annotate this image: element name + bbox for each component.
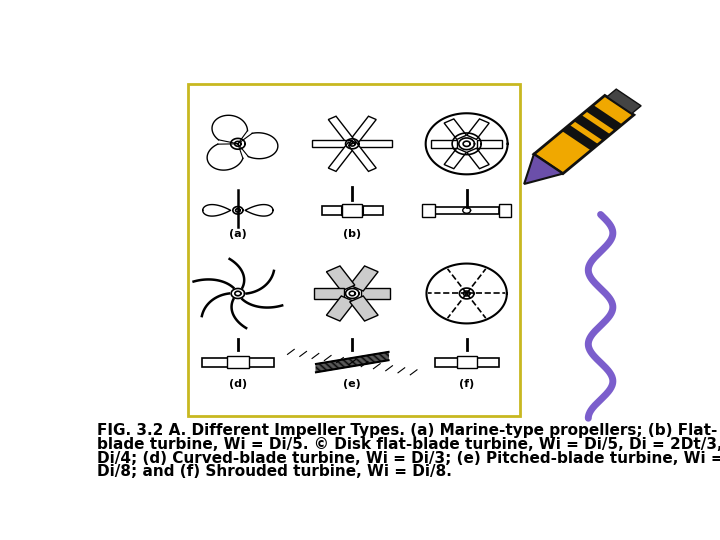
Polygon shape <box>326 296 355 321</box>
Text: FIG. 3.2 A. Different Impeller Types. (a) Marine-type propellers; (b) Flat-: FIG. 3.2 A. Different Impeller Types. (a… <box>96 423 717 438</box>
Bar <box>202 357 274 367</box>
Bar <box>562 125 598 151</box>
Bar <box>342 204 362 217</box>
Polygon shape <box>467 119 489 139</box>
Text: Di/8; and (f) Shrouded turbine, Wi = Di/8.: Di/8; and (f) Shrouded turbine, Wi = Di/… <box>96 464 451 480</box>
Bar <box>499 204 511 217</box>
Bar <box>586 105 622 131</box>
Bar <box>534 96 634 174</box>
Polygon shape <box>348 116 377 145</box>
Polygon shape <box>314 288 344 299</box>
Polygon shape <box>361 288 390 299</box>
Bar <box>188 84 520 416</box>
Text: (f): (f) <box>459 379 474 389</box>
Text: (d): (d) <box>229 379 247 389</box>
Bar <box>227 356 249 368</box>
Text: (e): (e) <box>343 379 361 389</box>
Bar <box>607 89 641 113</box>
Text: blade turbine, Wi = Di/5. © Disk flat-blade turbine, Wi = Di/5, Di = 2Dt/3, Li =: blade turbine, Wi = Di/5. © Disk flat-bl… <box>96 437 720 452</box>
Bar <box>423 204 435 217</box>
Polygon shape <box>352 140 392 147</box>
Polygon shape <box>326 266 355 291</box>
Polygon shape <box>350 296 378 321</box>
Bar <box>435 207 499 214</box>
Polygon shape <box>431 140 456 148</box>
Polygon shape <box>312 140 352 147</box>
Polygon shape <box>348 142 377 171</box>
Bar <box>574 115 611 140</box>
Polygon shape <box>467 148 489 168</box>
Bar <box>249 357 274 367</box>
Polygon shape <box>477 140 502 148</box>
Text: Di/4; (d) Curved-blade turbine, Wi = Di/3; (e) Pitched-blade turbine, Wi =: Di/4; (d) Curved-blade turbine, Wi = Di/… <box>96 451 720 465</box>
Bar <box>435 357 499 367</box>
Polygon shape <box>444 148 467 168</box>
Polygon shape <box>524 154 563 184</box>
Bar <box>322 206 383 215</box>
Polygon shape <box>444 119 467 139</box>
Bar <box>456 356 477 368</box>
Polygon shape <box>328 116 356 145</box>
Polygon shape <box>328 142 356 171</box>
Polygon shape <box>350 266 378 291</box>
Bar <box>202 357 227 367</box>
Text: (b): (b) <box>343 230 361 239</box>
Text: (a): (a) <box>229 230 247 239</box>
